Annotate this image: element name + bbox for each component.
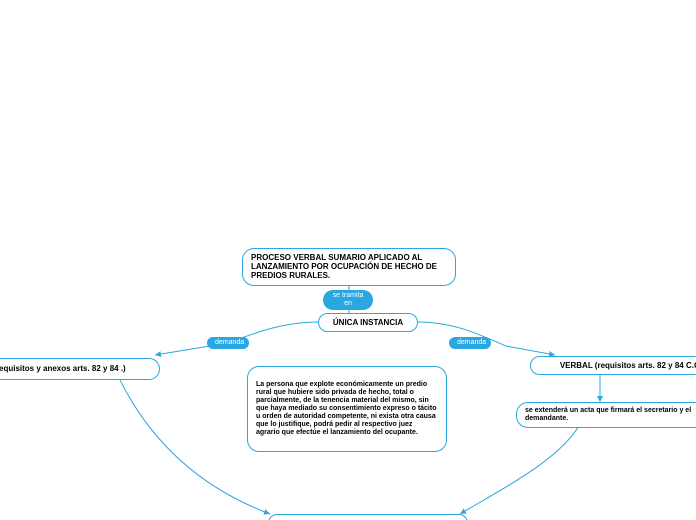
node-acta-label: se extenderá un acta que firmará el secr… bbox=[525, 407, 696, 423]
node-demanda_r-label: demanda bbox=[457, 339, 483, 347]
node-unica-label: ÚNICA INSTANCIA bbox=[327, 318, 409, 327]
node-verbal: VERBAL (requisitos arts. 82 y 84 C.G bbox=[530, 356, 696, 375]
node-acta: se extenderá un acta que firmará el secr… bbox=[516, 402, 696, 428]
node-escrita: ITA (requisitos y anexos arts. 82 y 84 .… bbox=[0, 358, 160, 380]
node-title: PROCESO VERBAL SUMARIO APLICADO AL LANZA… bbox=[242, 248, 456, 286]
edge-6 bbox=[460, 424, 580, 514]
node-unica: ÚNICA INSTANCIA bbox=[318, 313, 418, 332]
node-bottom bbox=[268, 514, 468, 520]
node-verbal-label: VERBAL (requisitos arts. 82 y 84 C.G bbox=[539, 361, 696, 370]
node-demanda_r: demanda bbox=[449, 337, 491, 349]
node-tram: se tramita en bbox=[323, 290, 373, 310]
node-demanda_l: demanda bbox=[207, 337, 249, 349]
node-demanda_l-label: demanda bbox=[215, 339, 241, 347]
node-persona: La persona que explote económicamente un… bbox=[247, 366, 447, 452]
node-escrita-label: ITA (requisitos y anexos arts. 82 y 84 .… bbox=[0, 364, 151, 373]
node-persona-label: La persona que explote económicamente un… bbox=[256, 381, 438, 437]
node-title-label: PROCESO VERBAL SUMARIO APLICADO AL LANZA… bbox=[251, 253, 447, 281]
node-tram-label: se tramita en bbox=[331, 292, 365, 308]
